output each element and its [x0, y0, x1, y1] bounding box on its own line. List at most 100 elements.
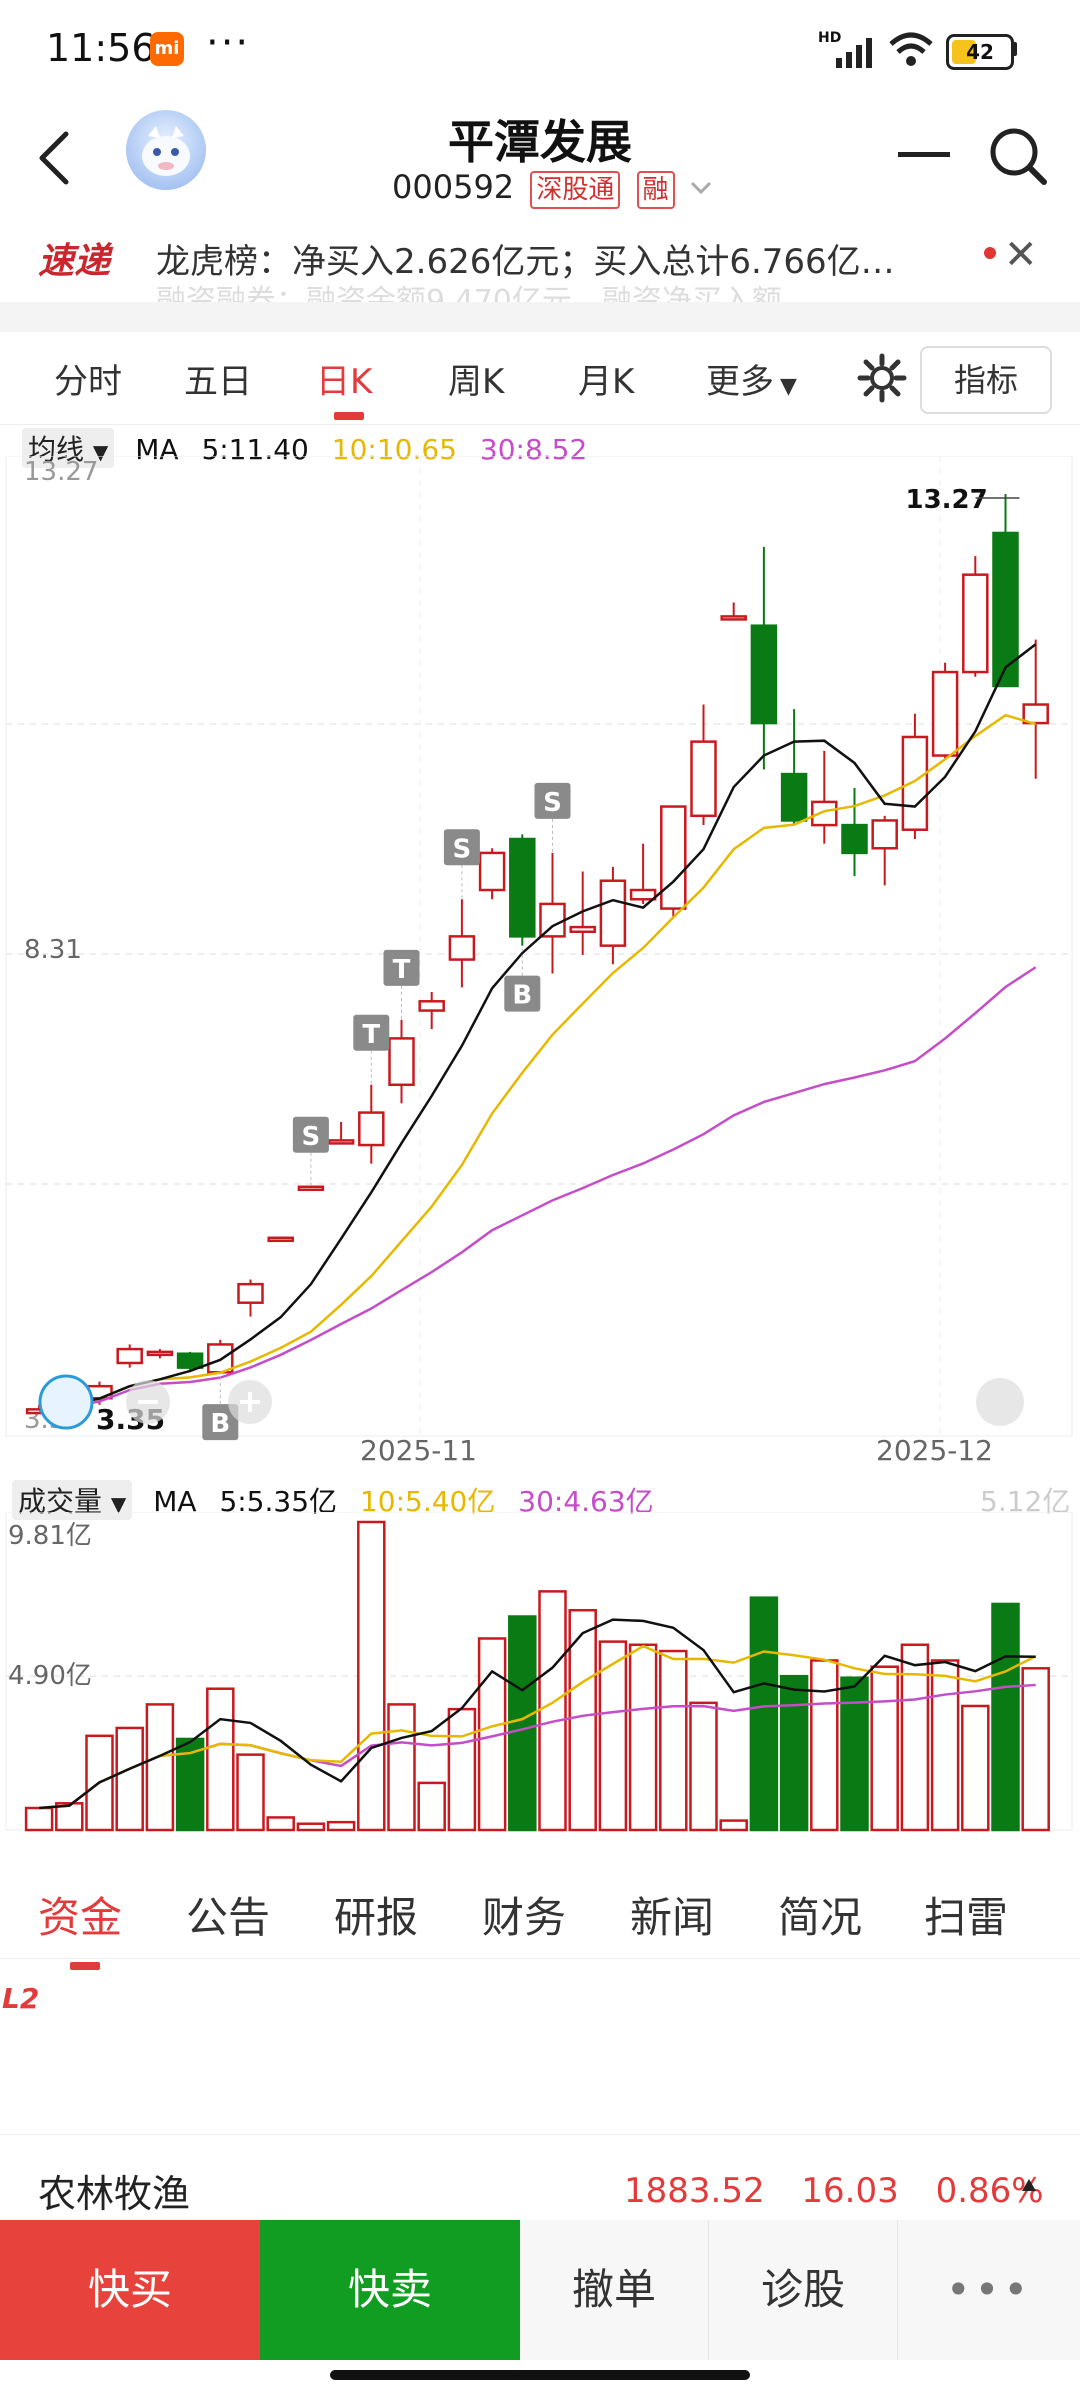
indicator-button[interactable]: 指标: [920, 346, 1052, 414]
search-icon[interactable]: [988, 126, 1048, 186]
info-tabs: 资金 公告 研报 财务 新闻 简况 扫雷: [0, 1838, 1080, 1970]
candle-body: [992, 531, 1019, 688]
volume-bar: [236, 1753, 265, 1832]
trade-marker: [383, 949, 420, 986]
volume-bar: [719, 1819, 748, 1832]
trade-marker: [504, 975, 541, 1012]
gear-icon[interactable]: [856, 352, 908, 404]
wifi-icon: [889, 32, 933, 66]
tab-news[interactable]: 新闻: [630, 1893, 715, 1942]
candle-body: [418, 1000, 445, 1012]
candle-body: [750, 624, 778, 725]
tab-more-label: 更多: [706, 362, 774, 402]
caret-down-icon: ▼: [780, 374, 797, 399]
candle-body: [660, 805, 687, 910]
volume-chart[interactable]: 9.81亿 4.90亿: [0, 1512, 1080, 1832]
ma10-line: [38, 713, 1037, 1411]
candle-body: [267, 1236, 294, 1243]
more-button[interactable]: •••: [898, 2220, 1080, 2360]
tab-research[interactable]: 研报: [334, 1893, 419, 1942]
industry-index: 1883.52: [624, 2171, 765, 2211]
trade-marker-label: T: [393, 955, 411, 985]
cancel-order-button[interactable]: 撤单: [520, 2220, 709, 2360]
volume-y-mid: 4.90亿: [8, 1661, 92, 1691]
tab-announcements[interactable]: 公告: [186, 1893, 271, 1942]
volume-bar: [749, 1596, 779, 1832]
tab-financials[interactable]: 财务: [482, 1893, 567, 1942]
candlestick-chart[interactable]: 13.278.313.352025-112025-1213.273.35STTS…: [0, 456, 1080, 1466]
battery-tip: [1012, 42, 1017, 56]
tab-five-day[interactable]: 五日: [184, 362, 252, 402]
industry-values: 1883.52 16.03 0.86%: [624, 2171, 1070, 2211]
stock-name: 平潭发展: [448, 115, 632, 169]
candle-body: [509, 837, 536, 938]
notification-dots: ···: [206, 20, 251, 66]
volume-bar: [900, 1643, 930, 1832]
avatar[interactable]: [126, 110, 206, 190]
close-icon[interactable]: ✕: [1004, 232, 1038, 278]
volume-bar: [357, 1520, 386, 1832]
volume-bar: [810, 1659, 839, 1832]
price-legend: 均线 ▼ MA 5:11.40 10:10.65 30:8.52: [22, 428, 587, 468]
volume-bar: [870, 1665, 899, 1832]
candle-body: [962, 573, 989, 674]
chevron-down-icon[interactable]: [689, 178, 713, 198]
active-info-tab-indicator: [70, 1962, 100, 1970]
trade-marker: [534, 782, 571, 819]
active-tab-indicator: [334, 412, 364, 420]
ma10-value: 10:10.65: [331, 433, 457, 466]
news-ticker[interactable]: 速递 龙虎榜：净买入2.626亿元；买入总计6.766亿…: [0, 220, 1080, 300]
tab-intraday[interactable]: 分时: [54, 362, 122, 402]
trade-marker-label: S: [302, 1122, 321, 1152]
industry-name: 农林牧渔: [38, 2172, 191, 2216]
tab-monthly-k[interactable]: 月K: [578, 362, 635, 402]
candle-body: [358, 1111, 385, 1147]
volume-bar: [689, 1701, 718, 1832]
trade-marker-label: B: [210, 1409, 230, 1439]
volume-bar: [1021, 1667, 1050, 1832]
trade-marker-label: S: [543, 788, 562, 818]
signal-icon: [836, 38, 872, 68]
tab-more[interactable]: 更多 ▼: [706, 354, 797, 403]
volume-bar: [628, 1643, 658, 1832]
volume-bar: [508, 1615, 537, 1832]
industry-row[interactable]: 农林牧渔 1883.52 16.03 0.86%: [0, 2134, 1080, 2221]
trade-marker: [443, 829, 480, 866]
battery-percent: 42: [966, 40, 994, 64]
tab-risk-scan[interactable]: 扫雷: [924, 1893, 1009, 1942]
expand-up-icon[interactable]: [1022, 2179, 1036, 2191]
candle-body: [780, 772, 808, 822]
diagnose-button[interactable]: 诊股: [709, 2220, 898, 2360]
trade-marker-label: B: [512, 981, 532, 1011]
action-bar: 快买 快卖 撤单 诊股 •••: [0, 2220, 1080, 2360]
tab-daily-k[interactable]: 日K: [316, 362, 373, 402]
minimize-icon[interactable]: [898, 152, 950, 157]
tab-weekly-k[interactable]: 周K: [448, 362, 505, 402]
candle-body: [871, 819, 898, 850]
volume-bar: [568, 1608, 597, 1832]
volume-bar: [296, 1822, 326, 1832]
caret-down-icon: ▼: [110, 1492, 127, 1516]
ma30-line: [38, 966, 1037, 1413]
trade-marker: [353, 1014, 390, 1051]
volume-bar: [266, 1816, 295, 1832]
x-axis-label: 2025-12: [876, 1434, 993, 1466]
candle-body: [297, 1185, 325, 1192]
trade-marker-label: S: [453, 834, 472, 864]
quick-buy-button[interactable]: 快买: [0, 2220, 260, 2360]
ma-selector[interactable]: 均线 ▼: [22, 428, 115, 468]
candle-body: [901, 735, 929, 831]
tab-funds[interactable]: 资金: [38, 1893, 123, 1942]
volume-bar: [326, 1820, 356, 1832]
volume-selector[interactable]: 成交量 ▼: [12, 1480, 133, 1520]
back-arrow-icon[interactable]: [34, 130, 74, 186]
stock-code: 000592: [392, 168, 515, 206]
ma5-line: [38, 643, 1037, 1411]
fullscreen-icon: [976, 1378, 1024, 1426]
k-logo-icon: [38, 1374, 94, 1430]
volume-bar: [840, 1676, 869, 1832]
home-indicator[interactable]: [330, 2370, 750, 2380]
tab-profile[interactable]: 简况: [778, 1893, 863, 1942]
quick-sell-button[interactable]: 快卖: [260, 2220, 520, 2360]
ticker-text[interactable]: 龙虎榜：净买入2.626亿元；买入总计6.766亿…: [156, 242, 895, 282]
